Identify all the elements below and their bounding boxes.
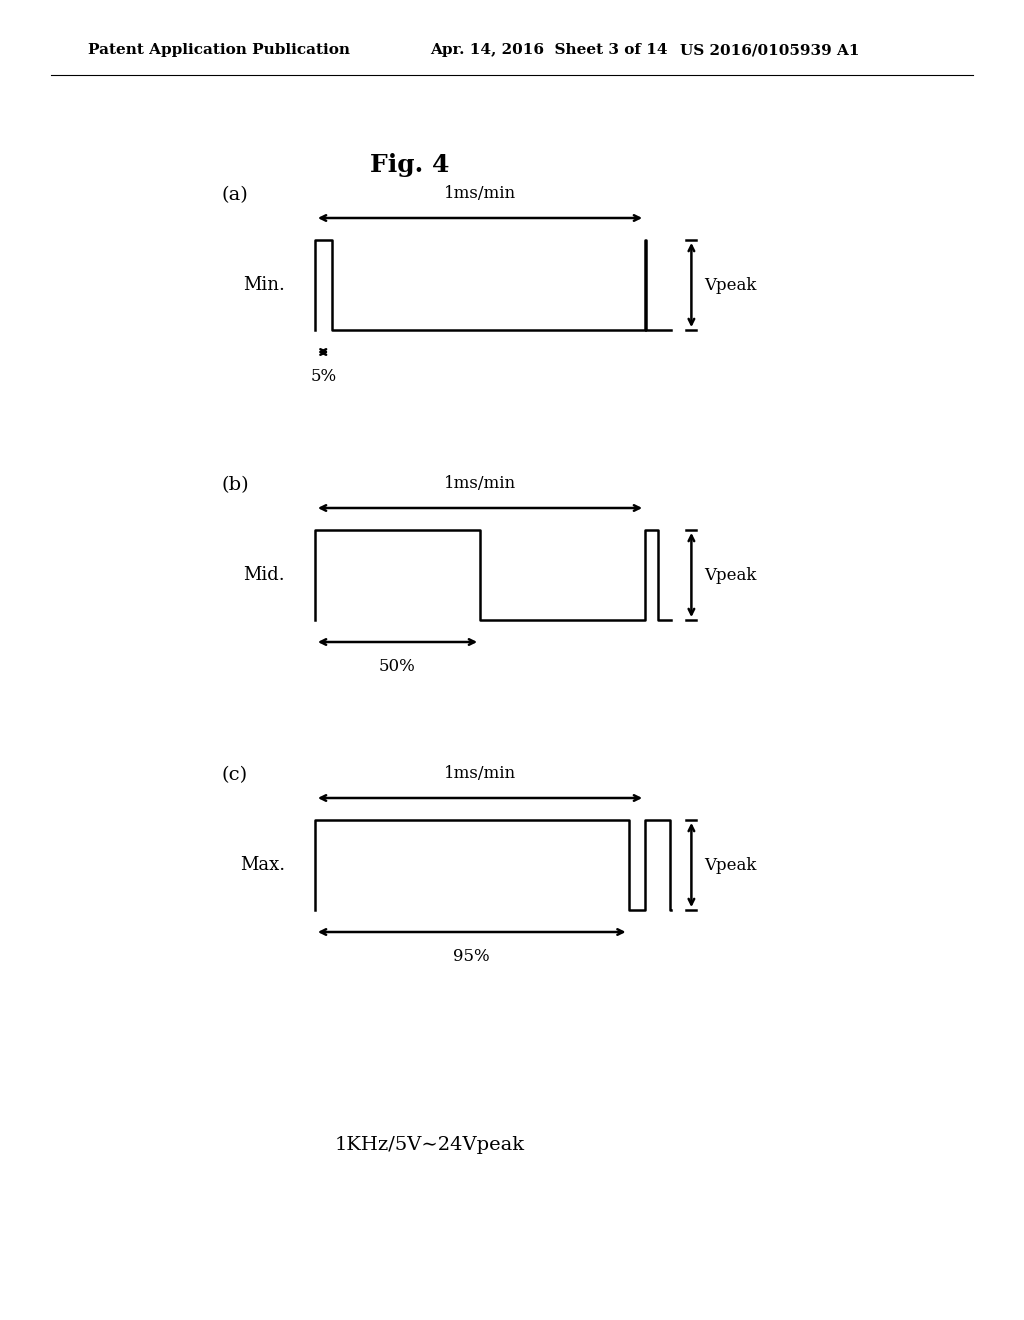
Text: Max.: Max. xyxy=(240,855,285,874)
Text: Fig. 4: Fig. 4 xyxy=(371,153,450,177)
Text: Vpeak: Vpeak xyxy=(705,276,757,293)
Text: 1ms/min: 1ms/min xyxy=(444,475,516,492)
Text: Vpeak: Vpeak xyxy=(705,857,757,874)
Text: Apr. 14, 2016  Sheet 3 of 14: Apr. 14, 2016 Sheet 3 of 14 xyxy=(430,44,668,57)
Text: (c): (c) xyxy=(222,766,248,784)
Text: Patent Application Publication: Patent Application Publication xyxy=(88,44,350,57)
Text: (a): (a) xyxy=(221,186,249,205)
Text: US 2016/0105939 A1: US 2016/0105939 A1 xyxy=(680,44,859,57)
Text: 1ms/min: 1ms/min xyxy=(444,185,516,202)
Text: Mid.: Mid. xyxy=(244,566,285,583)
Text: 95%: 95% xyxy=(454,948,490,965)
Text: 1KHz/5V∼24Vpeak: 1KHz/5V∼24Vpeak xyxy=(335,1137,525,1154)
Text: (b): (b) xyxy=(221,477,249,494)
Text: Min.: Min. xyxy=(243,276,285,294)
Text: 50%: 50% xyxy=(379,657,416,675)
Text: 5%: 5% xyxy=(310,368,336,385)
Text: Vpeak: Vpeak xyxy=(705,566,757,583)
Text: 1ms/min: 1ms/min xyxy=(444,766,516,781)
